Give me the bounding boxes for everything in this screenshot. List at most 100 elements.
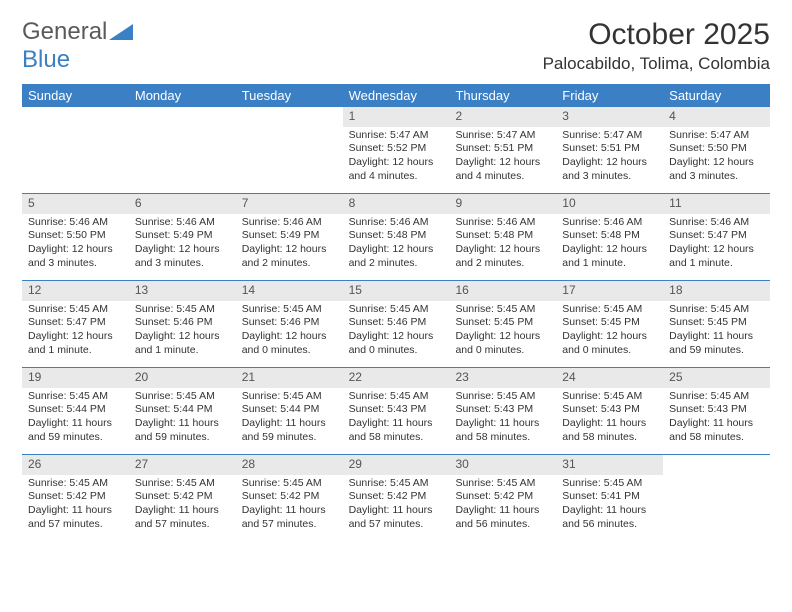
sunrise-text: Sunrise: 5:45 AM [242,477,337,491]
week-row: 5Sunrise: 5:46 AMSunset: 5:50 PMDaylight… [22,193,770,280]
day-body: Sunrise: 5:46 AMSunset: 5:48 PMDaylight:… [449,214,556,275]
day-number: 2 [449,107,556,127]
day-cell: 18Sunrise: 5:45 AMSunset: 5:45 PMDayligh… [663,281,770,367]
day-cell: 12Sunrise: 5:45 AMSunset: 5:47 PMDayligh… [22,281,129,367]
logo-text-b: Blue [22,46,70,74]
day-cell: 1Sunrise: 5:47 AMSunset: 5:52 PMDaylight… [343,107,450,193]
sunrise-text: Sunrise: 5:47 AM [455,129,550,143]
day-cell: 25Sunrise: 5:45 AMSunset: 5:43 PMDayligh… [663,368,770,454]
sunrise-text: Sunrise: 5:46 AM [349,216,444,230]
day-number: 25 [663,368,770,388]
day-body: Sunrise: 5:45 AMSunset: 5:43 PMDaylight:… [556,388,663,449]
daylight-text: Daylight: 12 hours and 0 minutes. [455,330,550,357]
day-number: 8 [343,194,450,214]
day-number: 18 [663,281,770,301]
day-body: Sunrise: 5:45 AMSunset: 5:42 PMDaylight:… [343,475,450,536]
day-cell: 14Sunrise: 5:45 AMSunset: 5:46 PMDayligh… [236,281,343,367]
day-number: 17 [556,281,663,301]
sunrise-text: Sunrise: 5:45 AM [349,303,444,317]
day-number: 23 [449,368,556,388]
logo-triangle-icon [109,22,135,42]
sunrise-text: Sunrise: 5:46 AM [242,216,337,230]
location: Palocabildo, Tolima, Colombia [543,54,770,74]
day-cell [236,107,343,193]
daylight-text: Daylight: 11 hours and 59 minutes. [28,417,123,444]
day-number: 21 [236,368,343,388]
day-body: Sunrise: 5:45 AMSunset: 5:42 PMDaylight:… [449,475,556,536]
daylight-text: Daylight: 12 hours and 1 minute. [135,330,230,357]
day-cell [22,107,129,193]
sunset-text: Sunset: 5:50 PM [28,229,123,243]
day-number: 6 [129,194,236,214]
sunset-text: Sunset: 5:45 PM [669,316,764,330]
day-cell: 20Sunrise: 5:45 AMSunset: 5:44 PMDayligh… [129,368,236,454]
sunrise-text: Sunrise: 5:46 AM [28,216,123,230]
daylight-text: Daylight: 12 hours and 0 minutes. [242,330,337,357]
sunrise-text: Sunrise: 5:45 AM [135,303,230,317]
day-body: Sunrise: 5:45 AMSunset: 5:46 PMDaylight:… [236,301,343,362]
day-header: Sunday [22,84,129,107]
daylight-text: Daylight: 11 hours and 59 minutes. [135,417,230,444]
day-body: Sunrise: 5:45 AMSunset: 5:43 PMDaylight:… [343,388,450,449]
day-number: 10 [556,194,663,214]
day-body: Sunrise: 5:46 AMSunset: 5:48 PMDaylight:… [343,214,450,275]
daylight-text: Daylight: 12 hours and 1 minute. [669,243,764,270]
daylight-text: Daylight: 11 hours and 57 minutes. [28,504,123,531]
day-body: Sunrise: 5:45 AMSunset: 5:44 PMDaylight:… [129,388,236,449]
day-header: Friday [556,84,663,107]
daylight-text: Daylight: 11 hours and 58 minutes. [349,417,444,444]
sunrise-text: Sunrise: 5:45 AM [669,303,764,317]
day-body: Sunrise: 5:46 AMSunset: 5:50 PMDaylight:… [22,214,129,275]
daylight-text: Daylight: 12 hours and 0 minutes. [562,330,657,357]
day-number: 5 [22,194,129,214]
day-body: Sunrise: 5:46 AMSunset: 5:49 PMDaylight:… [129,214,236,275]
week-row: 19Sunrise: 5:45 AMSunset: 5:44 PMDayligh… [22,367,770,454]
day-cell: 9Sunrise: 5:46 AMSunset: 5:48 PMDaylight… [449,194,556,280]
day-body: Sunrise: 5:45 AMSunset: 5:47 PMDaylight:… [22,301,129,362]
day-body: Sunrise: 5:45 AMSunset: 5:45 PMDaylight:… [663,301,770,362]
day-body [22,127,129,133]
day-header: Wednesday [343,84,450,107]
logo-text-a: General [22,18,107,46]
sunset-text: Sunset: 5:47 PM [28,316,123,330]
day-body: Sunrise: 5:45 AMSunset: 5:43 PMDaylight:… [663,388,770,449]
sunset-text: Sunset: 5:44 PM [135,403,230,417]
daylight-text: Daylight: 12 hours and 2 minutes. [455,243,550,270]
sunrise-text: Sunrise: 5:45 AM [562,303,657,317]
day-cell: 16Sunrise: 5:45 AMSunset: 5:45 PMDayligh… [449,281,556,367]
sunrise-text: Sunrise: 5:47 AM [669,129,764,143]
sunset-text: Sunset: 5:42 PM [455,490,550,504]
header: General October 2025 Palocabildo, Tolima… [22,18,770,74]
day-body: Sunrise: 5:46 AMSunset: 5:49 PMDaylight:… [236,214,343,275]
day-cell: 28Sunrise: 5:45 AMSunset: 5:42 PMDayligh… [236,455,343,541]
sunrise-text: Sunrise: 5:45 AM [562,477,657,491]
weeks-container: 1Sunrise: 5:47 AMSunset: 5:52 PMDaylight… [22,107,770,541]
sunrise-text: Sunrise: 5:45 AM [242,303,337,317]
day-body: Sunrise: 5:45 AMSunset: 5:42 PMDaylight:… [129,475,236,536]
sunrise-text: Sunrise: 5:45 AM [349,477,444,491]
sunrise-text: Sunrise: 5:45 AM [28,303,123,317]
day-cell: 13Sunrise: 5:45 AMSunset: 5:46 PMDayligh… [129,281,236,367]
daylight-text: Daylight: 12 hours and 3 minutes. [135,243,230,270]
sunrise-text: Sunrise: 5:47 AM [562,129,657,143]
day-cell: 5Sunrise: 5:46 AMSunset: 5:50 PMDaylight… [22,194,129,280]
day-body: Sunrise: 5:45 AMSunset: 5:42 PMDaylight:… [236,475,343,536]
sunset-text: Sunset: 5:49 PM [242,229,337,243]
sunrise-text: Sunrise: 5:45 AM [562,390,657,404]
sunrise-text: Sunrise: 5:46 AM [455,216,550,230]
sunset-text: Sunset: 5:42 PM [242,490,337,504]
day-cell: 4Sunrise: 5:47 AMSunset: 5:50 PMDaylight… [663,107,770,193]
day-body: Sunrise: 5:46 AMSunset: 5:48 PMDaylight:… [556,214,663,275]
sunrise-text: Sunrise: 5:45 AM [669,390,764,404]
day-header: Tuesday [236,84,343,107]
sunset-text: Sunset: 5:42 PM [28,490,123,504]
sunrise-text: Sunrise: 5:45 AM [135,390,230,404]
sunrise-text: Sunrise: 5:46 AM [669,216,764,230]
sunset-text: Sunset: 5:51 PM [455,142,550,156]
day-header: Thursday [449,84,556,107]
sunset-text: Sunset: 5:49 PM [135,229,230,243]
month-title: October 2025 [543,18,770,52]
daylight-text: Daylight: 11 hours and 59 minutes. [242,417,337,444]
daylight-text: Daylight: 11 hours and 57 minutes. [242,504,337,531]
sunset-text: Sunset: 5:41 PM [562,490,657,504]
